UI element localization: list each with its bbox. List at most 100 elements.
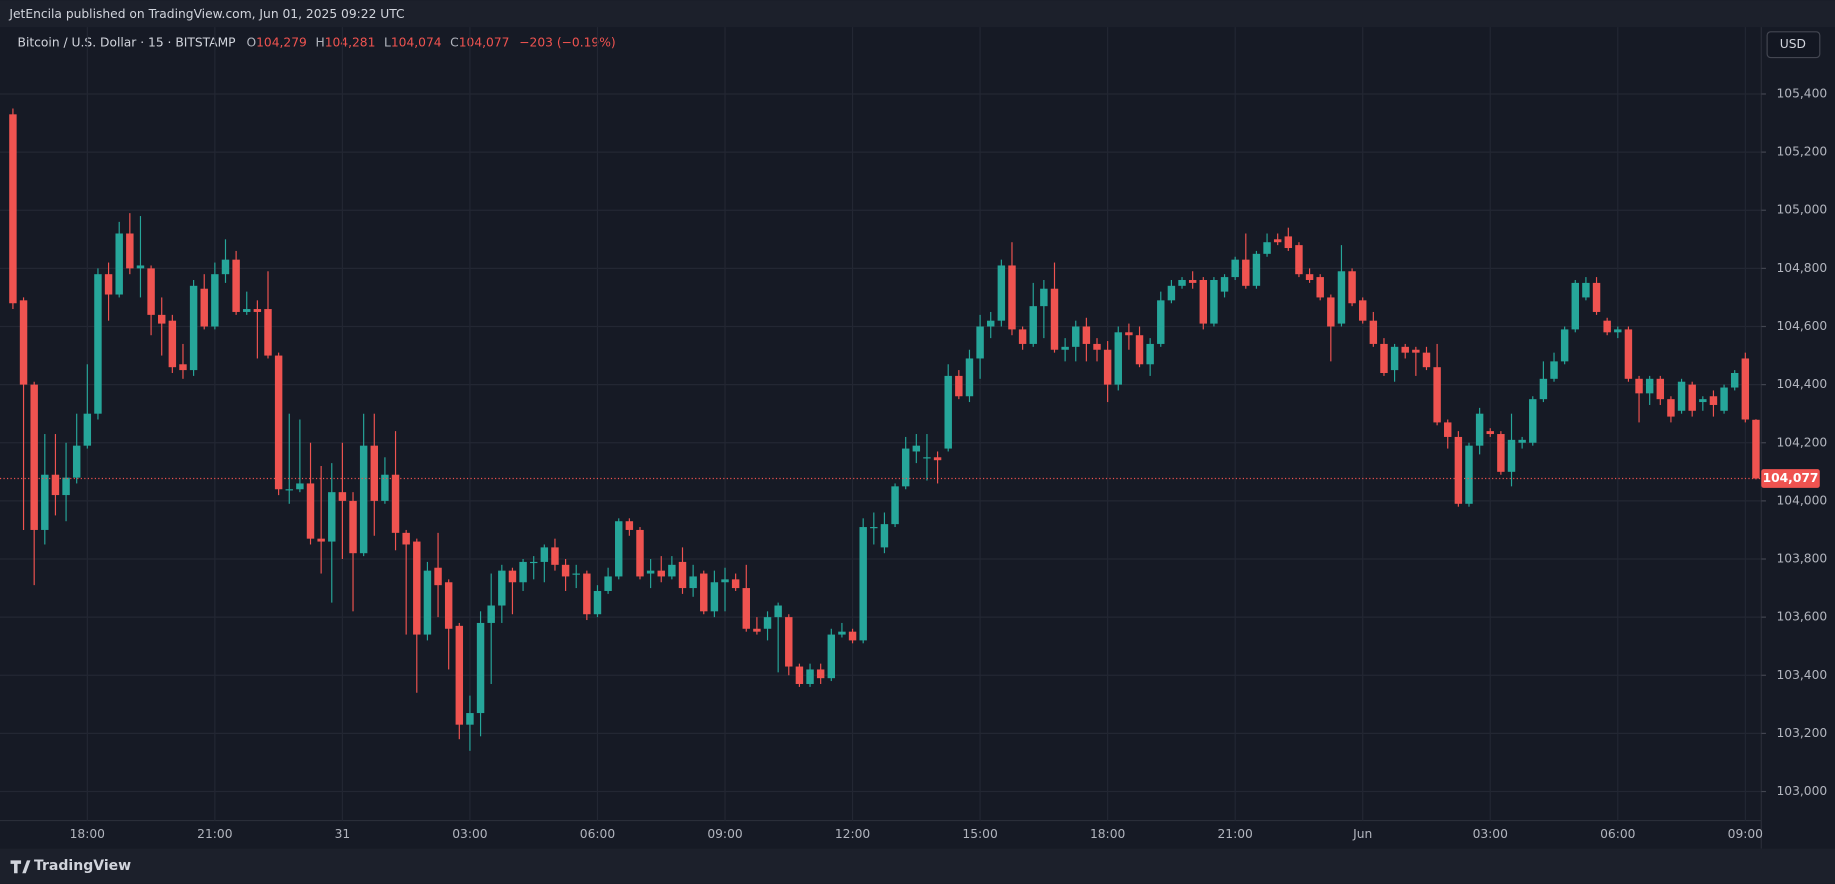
- candle-body: [668, 564, 676, 577]
- candle-body: [1401, 346, 1409, 353]
- candle-body: [466, 713, 474, 725]
- x-tick-label: 09:00: [707, 827, 742, 841]
- candle-body: [774, 605, 782, 618]
- y-tick-label: 105,000: [1776, 203, 1827, 217]
- candle-body: [1454, 436, 1463, 504]
- candle-body: [710, 582, 719, 612]
- candle-body: [1263, 242, 1271, 254]
- y-tick-label: 105,200: [1776, 145, 1827, 159]
- x-tick-label: Jun: [1352, 827, 1372, 841]
- candle-body: [933, 457, 942, 461]
- candle-body: [253, 309, 262, 312]
- y-tick-label: 103,400: [1776, 668, 1827, 682]
- x-tick-label: 21:00: [1217, 827, 1252, 841]
- candle-body: [519, 561, 527, 583]
- candle-body: [434, 567, 442, 586]
- candle-body: [944, 375, 952, 449]
- candle-body: [51, 474, 60, 496]
- candle-body: [285, 489, 293, 491]
- candle-body: [508, 570, 517, 583]
- candle-body: [1465, 445, 1473, 504]
- candle-body: [880, 524, 889, 548]
- x-tick-label: 18:00: [1090, 827, 1125, 841]
- candle-body: [1486, 431, 1494, 435]
- candle-body: [1699, 399, 1707, 403]
- candle-body: [1358, 300, 1367, 321]
- candle-body: [1157, 300, 1165, 344]
- candle-body: [625, 521, 634, 530]
- candle-body: [72, 445, 81, 478]
- x-tick-label: 31: [335, 827, 351, 841]
- candle-body: [179, 364, 187, 371]
- candle-body: [136, 265, 145, 269]
- candle-body: [551, 547, 559, 565]
- candle-body: [62, 477, 70, 496]
- candle-body: [1135, 335, 1144, 365]
- candle-body: [1327, 297, 1335, 327]
- candle-body: [338, 492, 347, 501]
- candle-body: [83, 413, 92, 446]
- candle-body: [147, 268, 155, 315]
- candle-body: [328, 492, 336, 542]
- currency-button-box[interactable]: [1766, 31, 1821, 59]
- candle-body: [168, 320, 177, 368]
- candle-body: [1550, 361, 1558, 379]
- candle-body: [965, 358, 974, 397]
- candle-body: [561, 564, 570, 577]
- x-tick-label: 12:00: [835, 827, 870, 841]
- legend-symbol: Bitcoin / U.S. Dollar · 15 · BITSTAMP: [18, 35, 236, 49]
- candle-body: [827, 634, 836, 679]
- candle-body: [370, 445, 379, 501]
- y-tick-label: 103,000: [1776, 784, 1827, 798]
- candle-body: [923, 457, 931, 459]
- candle-body: [157, 314, 166, 324]
- candle-body: [476, 622, 485, 714]
- candle-body: [1571, 282, 1579, 330]
- x-tick-label: 09:00: [1728, 827, 1763, 841]
- candle-body: [1624, 329, 1633, 379]
- candle-body: [1529, 399, 1537, 443]
- candle-body: [1656, 378, 1665, 400]
- grid: [0, 27, 1762, 821]
- candle-body: [731, 579, 740, 589]
- candle-body: [700, 573, 708, 612]
- candle-body: [402, 532, 410, 545]
- candle-body: [1720, 387, 1728, 411]
- legend-value: 104,074: [391, 35, 442, 49]
- candle-body: [1337, 271, 1346, 324]
- candle-body: [200, 288, 208, 327]
- candle-body: [30, 384, 38, 530]
- candle-body: [9, 114, 17, 304]
- candle-body: [1093, 343, 1101, 350]
- candle-body: [1645, 378, 1654, 394]
- candle-body: [1422, 352, 1431, 368]
- candle-body: [1603, 320, 1611, 333]
- y-tick-label: 105,400: [1776, 86, 1827, 100]
- candle-body: [646, 570, 655, 574]
- candle-body: [1008, 265, 1016, 330]
- candle-body: [115, 233, 123, 295]
- candle-body: [721, 579, 729, 583]
- candle-body: [859, 527, 867, 641]
- last-price-label: 104,077: [1763, 471, 1819, 485]
- candle-body: [891, 486, 899, 525]
- candle-body: [1592, 282, 1601, 312]
- y-tick-label: 103,200: [1776, 726, 1827, 740]
- candle-body: [997, 265, 1006, 321]
- legend: Bitcoin / U.S. Dollar · 15 · BITSTAMP O1…: [18, 35, 616, 49]
- candle-body: [1412, 349, 1420, 353]
- candle-body: [987, 320, 995, 327]
- candle-body: [1125, 332, 1133, 336]
- candle-body: [487, 605, 495, 623]
- candle-body: [1688, 384, 1696, 411]
- logo-mark: [10, 860, 31, 874]
- candle-body: [1316, 277, 1324, 298]
- currency-button[interactable]: USD: [1766, 31, 1821, 59]
- candle-body: [976, 326, 984, 359]
- candle-body: [1433, 367, 1441, 423]
- y-tick-label: 104,800: [1776, 261, 1827, 275]
- candle-body: [1518, 439, 1526, 443]
- currency-label[interactable]: USD: [1780, 37, 1806, 51]
- candle-body: [1635, 378, 1643, 394]
